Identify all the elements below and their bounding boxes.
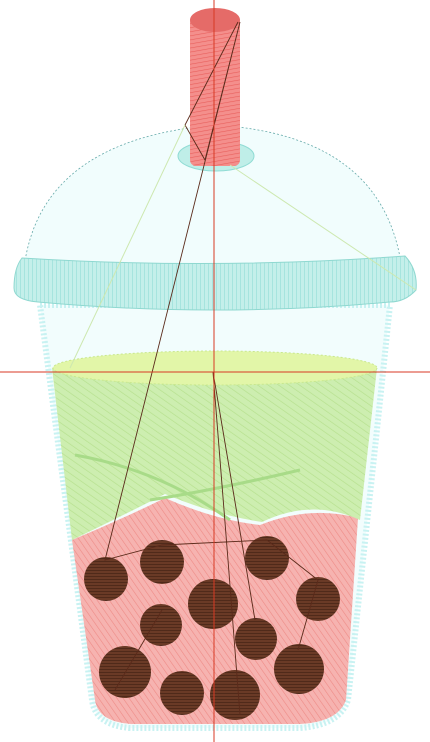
boba [210, 670, 260, 720]
boba [99, 646, 151, 698]
straw [190, 16, 240, 166]
boba [296, 577, 340, 621]
page: (() => { const data = JSON.parse(documen… [0, 0, 430, 742]
boba [160, 671, 204, 715]
embroidery-canvas [0, 0, 430, 742]
straw-top [190, 8, 240, 32]
boba [235, 618, 277, 660]
boba [245, 536, 289, 580]
boba [84, 557, 128, 601]
tea-surface [53, 351, 377, 385]
lid-rim [14, 256, 416, 310]
boba [140, 540, 184, 584]
boba [274, 644, 324, 694]
boba [140, 604, 182, 646]
